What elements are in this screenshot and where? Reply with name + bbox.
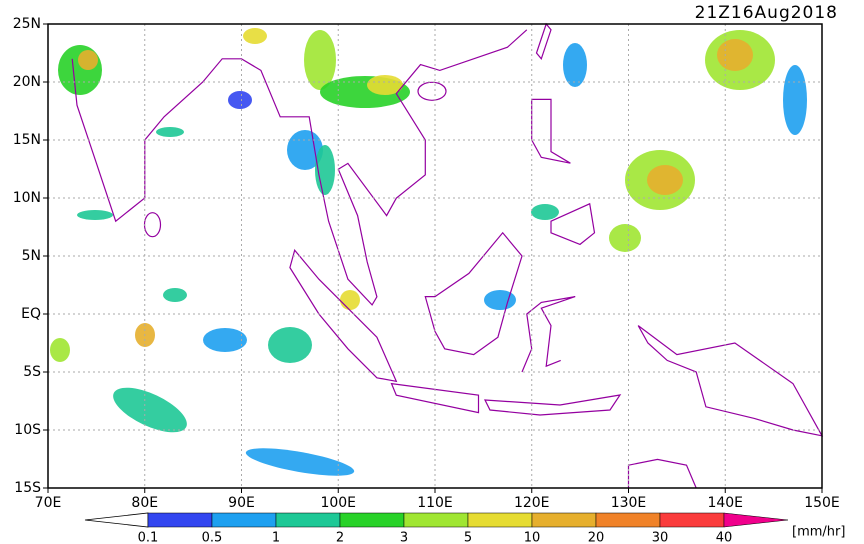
colorbar-segment (467, 512, 533, 528)
rain-area (717, 39, 753, 71)
graticule (47, 23, 823, 489)
lon-label: 80E (131, 495, 158, 511)
rain-area (77, 210, 113, 220)
colorbar-label: 30 (652, 531, 669, 544)
rain-area (268, 327, 312, 363)
colorbar-label: 40 (716, 531, 733, 544)
rain-area (484, 290, 516, 310)
colorbar-label: 0.1 (138, 531, 159, 544)
rain-area (78, 50, 98, 70)
lat-label: 10S (14, 422, 41, 438)
rain-area (163, 288, 187, 302)
lon-label: 70E (35, 495, 62, 511)
colorbar-segment (659, 512, 725, 528)
rain-area (783, 65, 807, 135)
map-title: 21Z16Aug2018 (695, 3, 838, 23)
colorbar-label: 2 (336, 531, 344, 544)
lat-label: 10N (13, 190, 41, 206)
rain-area (531, 204, 559, 220)
colorbar-label: 5 (464, 531, 472, 544)
colorbar-label: 20 (588, 531, 605, 544)
lat-label: 15S (14, 480, 41, 496)
colorbar-segment (339, 512, 405, 528)
lon-label: 150E (804, 495, 840, 511)
rain-area (243, 28, 267, 44)
rain-area (50, 338, 70, 362)
colorbar-label: 10 (524, 531, 541, 544)
lon-label: 140E (707, 495, 743, 511)
colorbar-label: 0.5 (202, 531, 223, 544)
lon-label: 110E (417, 495, 453, 511)
colorbar-segment (531, 512, 597, 528)
colorbar-label: 3 (400, 531, 408, 544)
coastline (417, 81, 447, 101)
rain-area (113, 387, 187, 433)
rain-area (340, 290, 360, 310)
colorbar-segment (147, 512, 213, 528)
colorbar-segment (723, 512, 789, 528)
rain-area (304, 30, 336, 90)
rain-area (228, 91, 252, 109)
lat-label: 5N (22, 248, 41, 264)
coastline (424, 231, 523, 356)
rain-area (156, 127, 184, 137)
colorbar-unit: [mm/hr] (792, 525, 845, 540)
lon-label: 90E (228, 495, 255, 511)
rain-area (367, 75, 403, 95)
rain-area (609, 224, 641, 252)
lat-label: 20N (13, 74, 41, 90)
lat-label: 15N (13, 132, 41, 148)
precipitation (50, 28, 807, 476)
lon-label: 100E (320, 495, 356, 511)
lat-label: 5S (23, 364, 41, 380)
colorbar-label: 1 (272, 531, 280, 544)
coastline (390, 382, 622, 416)
rain-area (58, 45, 102, 95)
colorbar-under (84, 512, 149, 528)
lat-label: EQ (21, 306, 41, 322)
coastline (637, 325, 824, 437)
rain-area (647, 165, 683, 195)
colorbar-segment (595, 512, 661, 528)
coastline (143, 212, 162, 238)
colorbar-segment (403, 512, 469, 528)
lat-label: 25N (13, 16, 41, 32)
lon-label: 120E (514, 495, 550, 511)
colorbar-segment (211, 512, 277, 528)
rain-area (245, 448, 355, 476)
coastline (627, 458, 697, 489)
rain-area (563, 43, 587, 87)
coastline (521, 296, 576, 373)
lon-label: 130E (611, 495, 647, 511)
rain-area (203, 328, 247, 352)
colorbar-segment (275, 512, 341, 528)
coastline (289, 248, 398, 383)
